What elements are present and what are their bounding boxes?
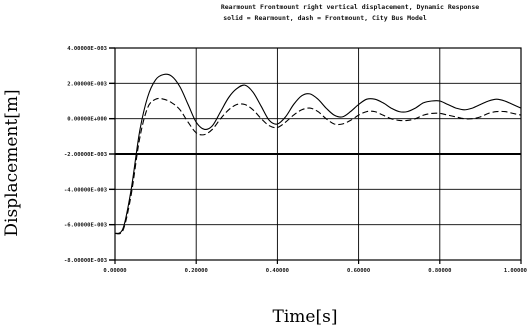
y-tick-label: 2.00000E-003 — [67, 81, 107, 87]
series-line-frontmount — [114, 97, 522, 235]
series-line-rearmount — [114, 73, 522, 235]
x-tick-label: 0.20000 — [185, 268, 208, 274]
y-tick-label: -6.00000E-003 — [64, 223, 107, 229]
tick-marks — [109, 47, 522, 264]
x-tick-label: 1.00000 — [504, 268, 527, 274]
chart-subtitle: solid = Rearmount, dash = Frontmount, Ci… — [223, 14, 427, 22]
y-axis-label: Displacement[m] — [2, 89, 22, 236]
y-tick-label: -8.00000E-003 — [64, 258, 107, 264]
y-tick-label: -4.00000E-003 — [64, 187, 107, 193]
y-tick-label: -2.00000E-003 — [64, 152, 107, 158]
y-tick-label: 4.00000E-003 — [67, 46, 107, 52]
x-tick-label: 0.40000 — [266, 268, 289, 274]
x-axis-label: Time[s] — [273, 307, 338, 327]
series-lines — [114, 73, 522, 235]
chart-title: Rearmount Frontmount right vertical disp… — [221, 3, 479, 11]
y-tick-labels: 4.00000E-003 2.00000E-003 0.00000E+000 -2.0… — [64, 46, 107, 264]
x-tick-label: 0.60000 — [347, 268, 370, 274]
x-tick-label: 0.00000 — [103, 268, 126, 274]
x-tick-label: 0.80000 — [428, 268, 451, 274]
grid-lines — [114, 47, 522, 261]
y-tick-label: 0.00000E+000 — [67, 117, 107, 123]
x-tick-labels: 0.00000 0.20000 0.40000 0.60000 0.80000 1.000… — [103, 268, 527, 274]
